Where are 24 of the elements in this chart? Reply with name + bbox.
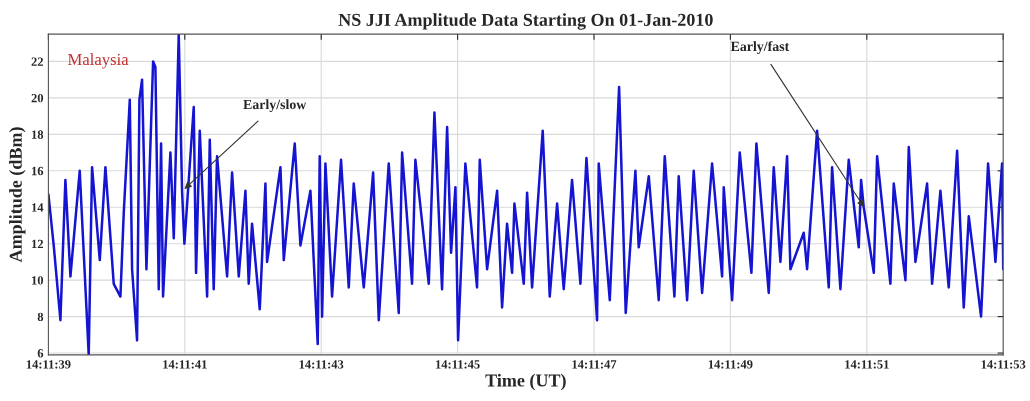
y-tick-label: 18 — [32, 130, 44, 139]
chart-title: NS JJI Amplitude Data Starting On 01-Jan-2010 — [338, 13, 713, 30]
y-tick-label: 8 — [37, 312, 44, 322]
x-tick-label: 14:11:51 — [845, 360, 889, 369]
x-tick-label: 14:11:39 — [26, 360, 71, 369]
y-tick-label: 22 — [31, 57, 44, 66]
line-series — [48, 34, 1004, 355]
x-tick-label: 14:11:41 — [163, 360, 207, 369]
x-tick-label: 14:11:43 — [299, 360, 344, 369]
y-tick-label: 6 — [37, 349, 44, 358]
y-tick-label: 16 — [32, 166, 44, 176]
annotation: Early/fast — [730, 41, 790, 54]
y-tick-label: 14 — [32, 203, 44, 212]
x-tick-label: 14:11:49 — [708, 360, 753, 369]
x-axis-title: Time (UT) — [485, 373, 566, 391]
y-tick-label: 20 — [31, 93, 44, 103]
x-tick-label: 14:11:47 — [572, 360, 617, 369]
x-tick-label: 14:11:45 — [436, 360, 480, 369]
y-tick-label: 10 — [32, 276, 44, 285]
x-tick-label: 14:11:53 — [981, 360, 1026, 369]
annotation: Early/slow — [243, 99, 307, 112]
y-tick-label: 12 — [32, 239, 44, 249]
annotation: Malaysia — [67, 53, 129, 69]
y-axis-title: Amplitude (dBm) — [9, 127, 26, 263]
